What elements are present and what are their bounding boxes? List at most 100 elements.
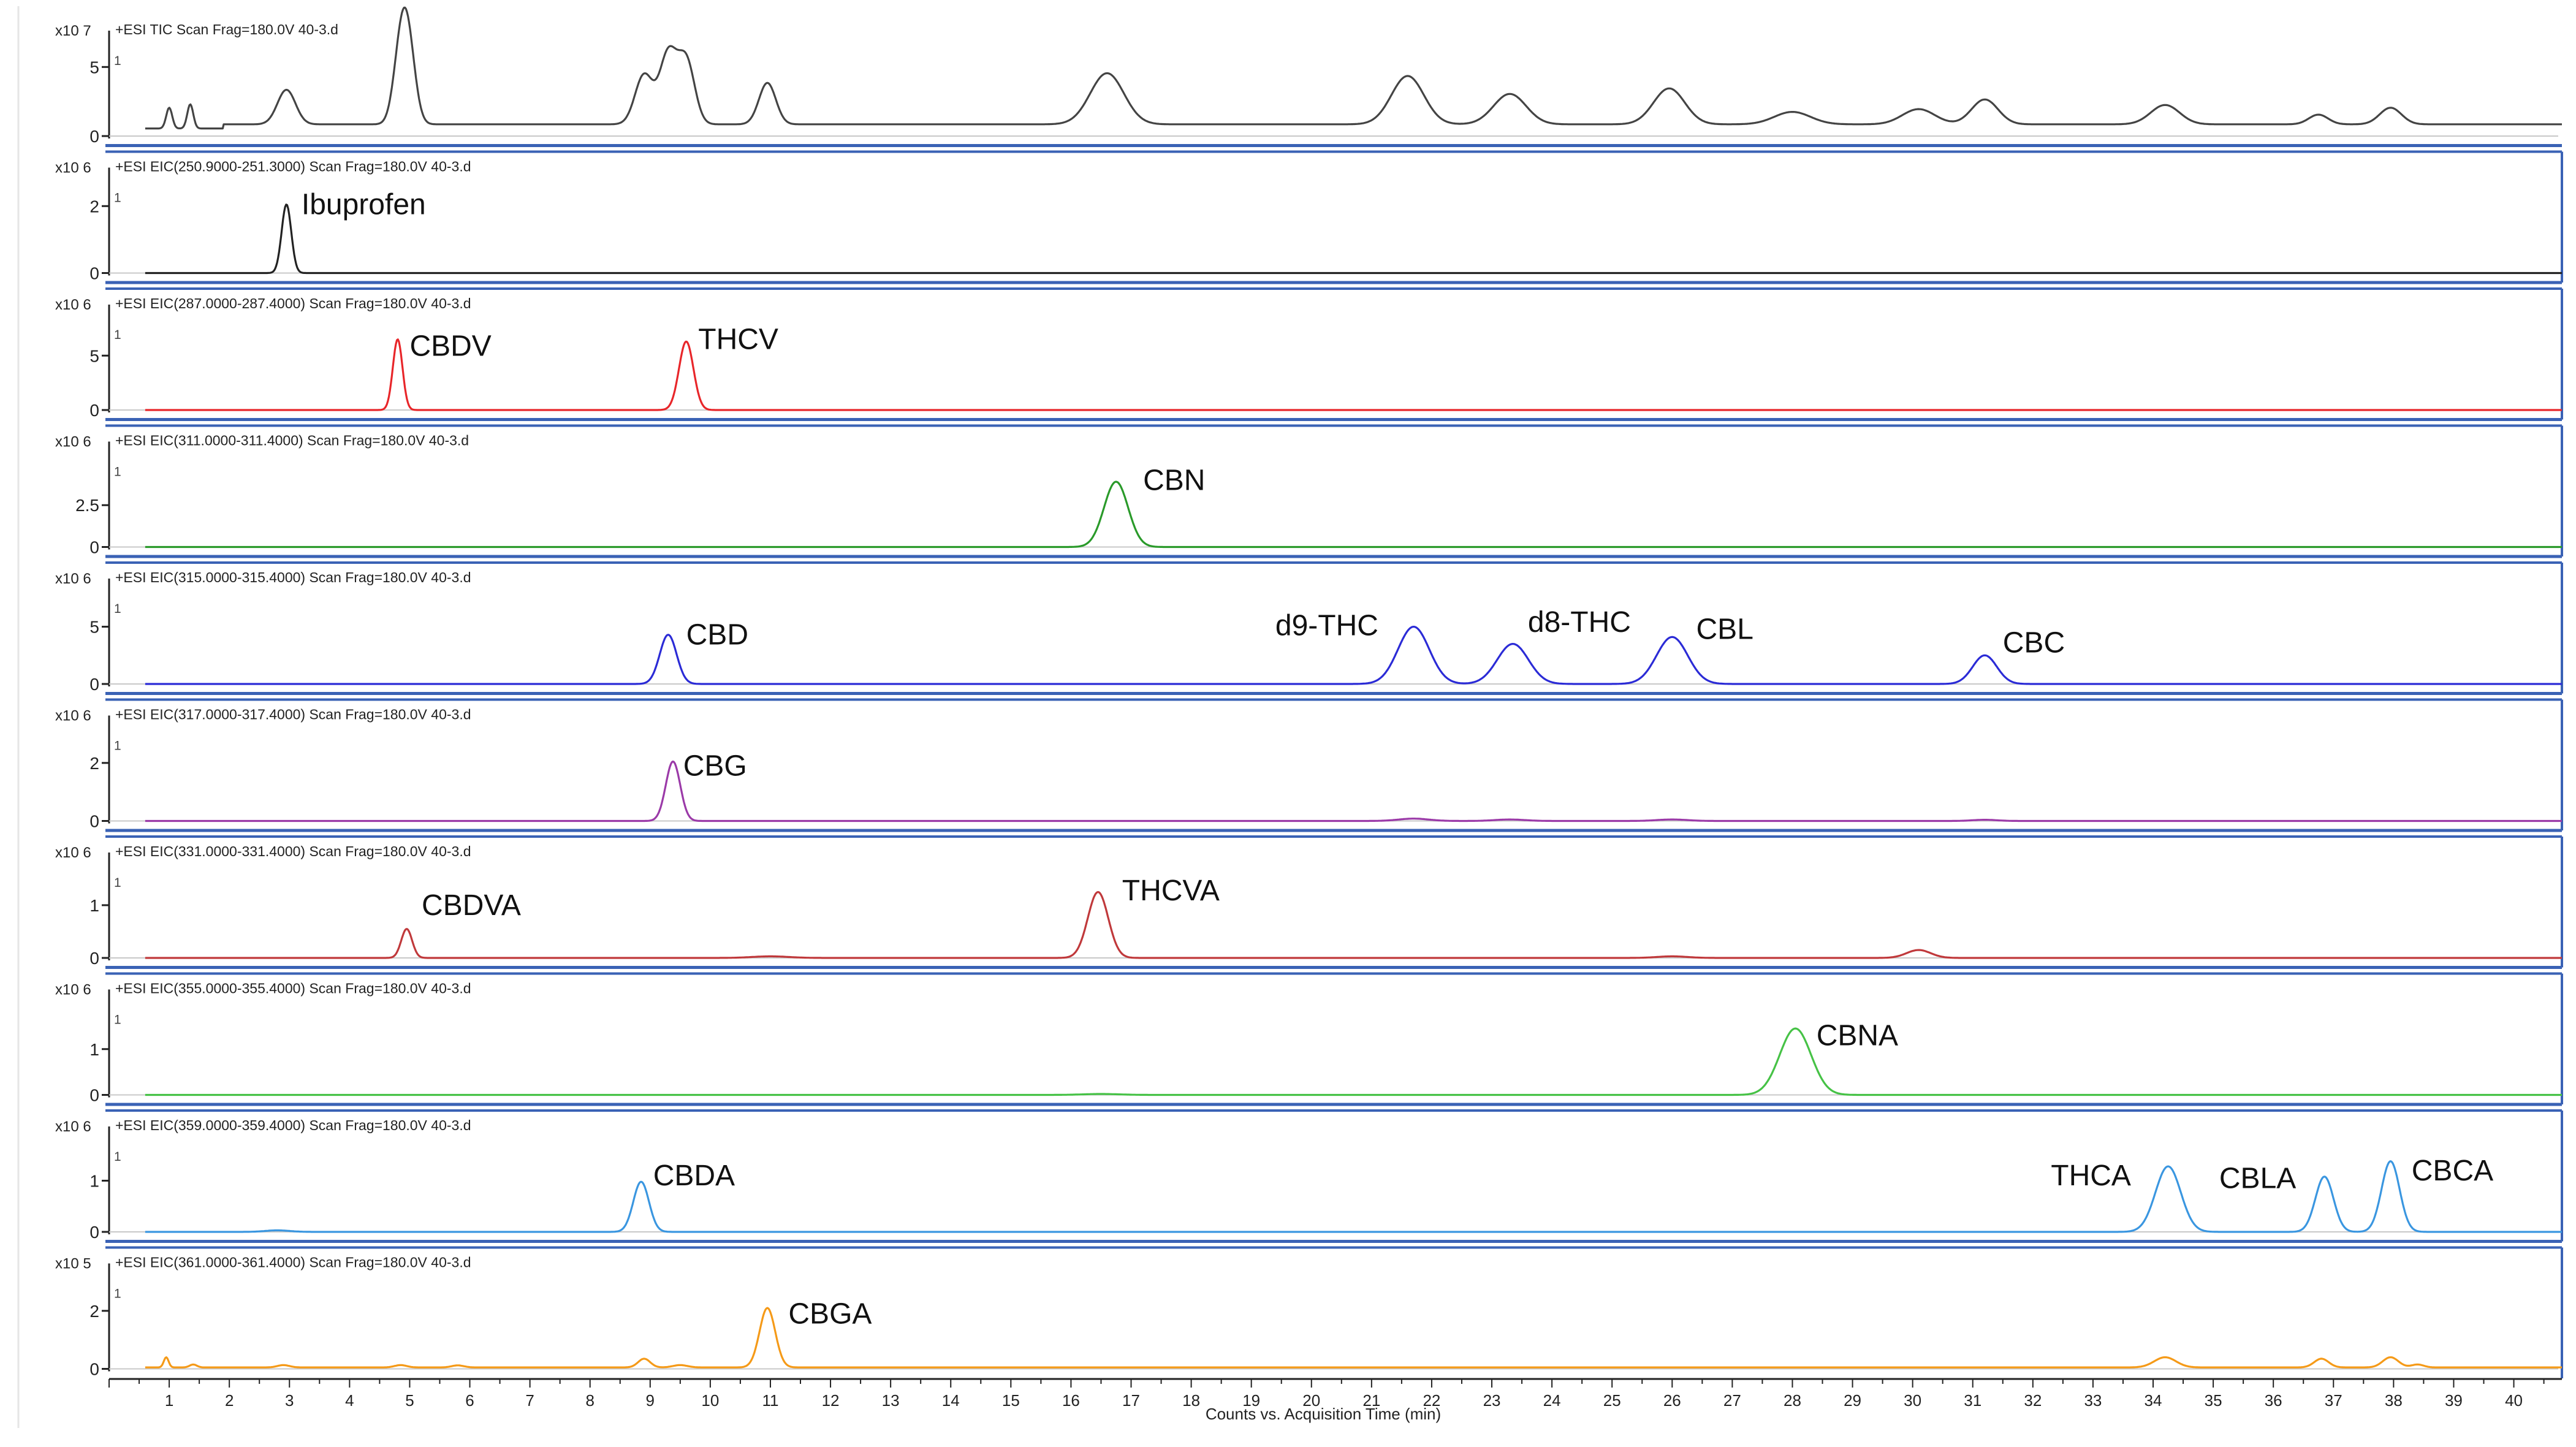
series-trace xyxy=(145,338,2562,411)
y-tick-label: 2.5 xyxy=(75,496,99,515)
panel-title: +ESI EIC(317.0000-317.4000) Scan Frag=18… xyxy=(115,707,471,723)
panel-title: +ESI EIC(250.9000-251.3000) Scan Frag=18… xyxy=(115,159,471,175)
y-tick-label: 5 xyxy=(89,58,99,77)
x-tick-label: 26 xyxy=(1663,1391,1681,1410)
y-tick-label: 0 xyxy=(89,675,99,694)
x-tick-label: 33 xyxy=(2084,1391,2102,1410)
x-tick-label: 11 xyxy=(762,1391,778,1410)
y-tick-label: 0 xyxy=(89,1360,99,1379)
panel-marker: 1 xyxy=(114,465,121,479)
peak-label: CBNA xyxy=(1817,1019,1898,1052)
y-tick-label: 0 xyxy=(89,949,99,968)
y-tick-label: 0 xyxy=(89,812,99,831)
y-tick-label: 0 xyxy=(89,538,99,557)
peak-label: d8-THC xyxy=(1528,606,1631,639)
panel-title: +ESI EIC(361.0000-361.4000) Scan Frag=18… xyxy=(115,1255,471,1270)
x-tick-label: 21 xyxy=(1362,1391,1380,1410)
peak-label: THCVA xyxy=(1122,875,1220,907)
panel-title: +ESI EIC(355.0000-355.4000) Scan Frag=18… xyxy=(115,981,471,997)
y-tick-label: 0 xyxy=(89,1223,99,1242)
peak-label: THCV xyxy=(698,324,778,356)
x-tick-label: 12 xyxy=(822,1391,840,1410)
y-scale-label: x10 6 xyxy=(55,708,91,724)
peak-label: CBC xyxy=(2003,627,2065,659)
y-scale-label: x10 6 xyxy=(55,845,91,861)
series-trace xyxy=(145,1160,2562,1233)
y-tick-label: 0 xyxy=(89,1086,99,1105)
panel-marker: 1 xyxy=(114,328,121,342)
peak-label: THCA xyxy=(2051,1160,2131,1192)
panel-title: +ESI EIC(359.0000-359.4000) Scan Frag=18… xyxy=(115,1117,471,1133)
panel-marker: 1 xyxy=(114,54,121,68)
panel-marker: 1 xyxy=(114,191,121,205)
x-axis: 1 2 3 4 5 6 7 8 9 10 11 12 13 14 15 16 17 18 19 20 21 22 23 24 2… xyxy=(108,1378,2562,1423)
series-trace xyxy=(145,1027,2562,1096)
peak-label: CBD xyxy=(686,619,748,651)
y-tick-label: 0 xyxy=(89,127,99,146)
series-trace xyxy=(145,891,2562,959)
panel-title: +ESI EIC(331.0000-331.4000) Scan Frag=18… xyxy=(115,843,471,859)
chart-panel-1: x10 7 +ESI TIC Scan Frag=180.0V 40-3.d 1 0 5 xyxy=(55,6,2562,146)
x-tick-label: 7 xyxy=(525,1391,534,1410)
x-tick-label: 22 xyxy=(1423,1391,1440,1410)
x-tick-label: 8 xyxy=(585,1391,594,1410)
x-tick-label: 9 xyxy=(646,1391,655,1410)
x-tick-label: 10 xyxy=(701,1391,719,1410)
y-scale-label: x10 5 xyxy=(55,1256,91,1272)
series-trace xyxy=(145,203,2562,275)
panels-layer: x10 7 +ESI TIC Scan Frag=180.0V 40-3.d105… xyxy=(17,6,2563,1428)
chart-panel-7: x10 6 +ESI EIC(331.0000-331.4000) Scan Fr… xyxy=(55,829,2563,968)
y-tick-label: 1 xyxy=(89,896,99,915)
chart-panel-5: x10 6 +ESI EIC(315.0000-315.4000) Scan Fr… xyxy=(55,555,2563,694)
y-scale-label: x10 6 xyxy=(55,982,91,998)
panel-title: +ESI EIC(287.0000-287.4000) Scan Frag=18… xyxy=(115,295,471,311)
x-tick-label: 18 xyxy=(1182,1391,1200,1410)
y-tick-label: 5 xyxy=(89,618,99,637)
y-scale-label: x10 6 xyxy=(55,1118,91,1135)
peak-label: CBDA xyxy=(653,1160,735,1192)
chart-panel-10: x10 5 +ESI EIC(361.0000-361.4000) Scan Fr… xyxy=(55,1240,2563,1379)
x-tick-label: 32 xyxy=(2024,1391,2042,1410)
panel-marker: 1 xyxy=(114,876,121,890)
y-scale-label: x10 6 xyxy=(55,160,91,177)
peak-label: CBCA xyxy=(2412,1155,2493,1187)
x-tick-label: 29 xyxy=(1844,1391,1861,1410)
series-trace xyxy=(145,6,2562,130)
x-tick-label: 34 xyxy=(2145,1391,2162,1410)
x-tick-label: 25 xyxy=(1603,1391,1621,1410)
x-tick-label: 36 xyxy=(2265,1391,2282,1410)
peak-label: CBDVA xyxy=(422,889,521,922)
y-tick-label: 1 xyxy=(89,1040,99,1059)
panel-marker: 1 xyxy=(114,1150,121,1164)
x-tick-label: 27 xyxy=(1723,1391,1741,1410)
panel-title: +ESI EIC(311.0000-311.4000) Scan Frag=18… xyxy=(115,433,469,449)
peak-label: CBLA xyxy=(2219,1162,2296,1194)
x-tick-label: 23 xyxy=(1483,1391,1501,1410)
peak-label: CBN xyxy=(1143,464,1205,496)
peak-label: CBG xyxy=(683,750,747,783)
chart-panel-2: x10 6 +ESI EIC(250.9000-251.3000) Scan Fr… xyxy=(55,144,2563,283)
peak-label: CBDV xyxy=(409,330,491,362)
x-tick-label: 2 xyxy=(225,1391,234,1410)
y-scale-label: x10 7 xyxy=(55,23,91,39)
x-tick-label: 5 xyxy=(405,1391,414,1410)
y-tick-label: 2 xyxy=(89,754,99,773)
x-tick-label: 35 xyxy=(2205,1391,2222,1410)
x-tick-label: 1 xyxy=(165,1391,173,1410)
panel-marker: 1 xyxy=(114,1013,121,1027)
chart-panel-9: x10 6 +ESI EIC(359.0000-359.4000) Scan Fr… xyxy=(55,1103,2563,1242)
x-tick-label: 28 xyxy=(1784,1391,1801,1410)
x-tick-label: 31 xyxy=(1964,1391,1981,1410)
y-scale-label: x10 6 xyxy=(55,571,91,587)
x-tick-label: 14 xyxy=(942,1391,960,1410)
peak-label: CBL xyxy=(1696,613,1753,645)
x-tick-label: 38 xyxy=(2385,1391,2403,1410)
panel-title: +ESI TIC Scan Frag=180.0V 40-3.d xyxy=(115,21,338,37)
x-tick-label: 4 xyxy=(345,1391,354,1410)
x-tick-label: 15 xyxy=(1002,1391,1020,1410)
chart-panel-3: x10 6 +ESI EIC(287.0000-287.4000) Scan Fr… xyxy=(55,281,2563,420)
x-tick-label: 40 xyxy=(2505,1391,2523,1410)
x-tick-label: 3 xyxy=(285,1391,294,1410)
